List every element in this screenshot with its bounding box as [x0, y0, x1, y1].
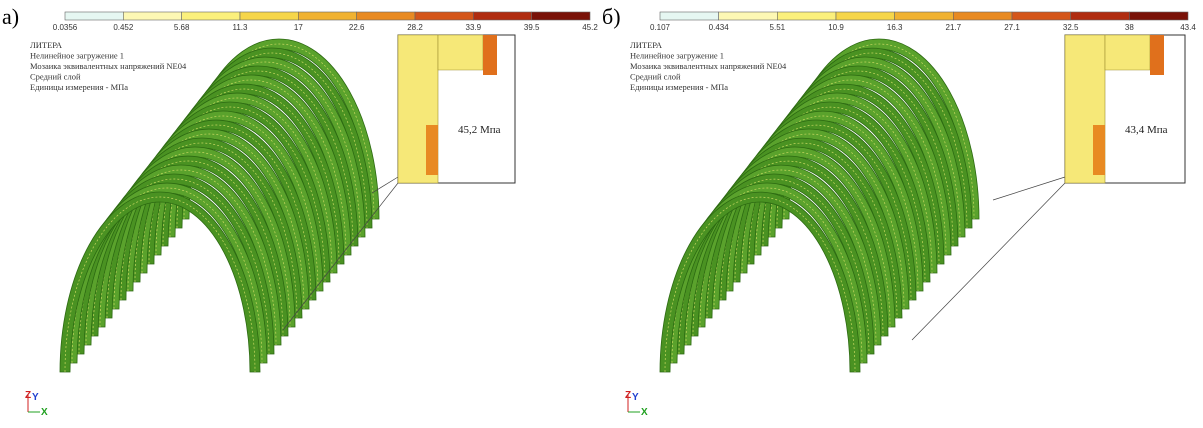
legend-tick-label: 43.4 — [1180, 23, 1196, 32]
legend-swatch — [65, 12, 123, 20]
legend-swatch — [298, 12, 356, 20]
legend-tick-label: 5.68 — [174, 23, 190, 32]
panel: б) 0.107 0.434 5.51 10.9 16.3 21.7 27.1 32.5 38 43… — [602, 4, 1196, 418]
axis-z: Z — [25, 390, 31, 401]
info-line: Единицы измерения - МПа — [30, 82, 128, 92]
inset-detail — [438, 35, 483, 70]
legend-swatch — [182, 12, 240, 20]
info-line: Нелинейное загружение 1 — [630, 51, 724, 61]
inset-detail — [1150, 35, 1164, 75]
legend-tick-label: 27.1 — [1004, 23, 1020, 32]
info-line: Мозаика эквивалентных напряжений NE04 — [30, 61, 187, 71]
legend-swatch — [240, 12, 298, 20]
legend-swatch — [1129, 12, 1188, 20]
info-line: Единицы измерения - МПа — [630, 82, 728, 92]
legend-tick-label: 11.3 — [233, 23, 249, 32]
legend-tick-label: 22.6 — [349, 23, 365, 32]
legend-swatch — [1071, 12, 1130, 20]
legend-tick-label: 28.2 — [407, 23, 423, 32]
axis-z: Z — [625, 390, 631, 401]
inset-detail — [1093, 125, 1105, 175]
legend-swatch — [1012, 12, 1071, 20]
info-line: Средний слой — [630, 72, 681, 82]
inset-detail — [426, 125, 438, 175]
axis-x: X — [641, 407, 648, 418]
axis-x: X — [41, 407, 48, 418]
inset-detail — [483, 35, 497, 75]
info-line: Мозаика эквивалентных напряжений NE04 — [630, 61, 787, 71]
legend-swatch — [532, 12, 590, 20]
legend-tick-label: 17 — [294, 23, 303, 32]
leader-line — [993, 177, 1065, 200]
legend-tick-label: 39.5 — [524, 23, 540, 32]
legend-tick-label: 0.434 — [709, 23, 730, 32]
legend-tick-label: 10.9 — [828, 23, 844, 32]
legend-swatch — [719, 12, 778, 20]
legend-swatch — [473, 12, 531, 20]
panel-label: а) — [2, 4, 19, 29]
callout-text: 45,2 Мпа — [458, 124, 501, 136]
info-line: Нелинейное загружение 1 — [30, 51, 124, 61]
legend-swatch — [660, 12, 719, 20]
axis-y: Y — [632, 392, 639, 403]
legend-swatch — [836, 12, 895, 20]
legend-tick-label: 0.107 — [650, 23, 671, 32]
legend-swatch — [415, 12, 473, 20]
legend-swatch — [777, 12, 836, 20]
legend-tick-label: 21.7 — [946, 23, 962, 32]
figure: а) 0.0356 0.452 5.68 11.3 17 22.6 28.2 33.9 39.5 4… — [0, 0, 1203, 428]
legend-tick-label: 32.5 — [1063, 23, 1079, 32]
axis-y: Y — [32, 392, 39, 403]
legend-swatch — [895, 12, 954, 20]
legend-tick-label: 0.452 — [113, 23, 134, 32]
info-line: Средний слой — [30, 72, 81, 82]
callout-text: 43,4 Мпа — [1125, 124, 1168, 136]
legend-tick-label: 45.2 — [582, 23, 598, 32]
legend-tick-label: 16.3 — [887, 23, 903, 32]
legend-tick-label: 38 — [1125, 23, 1134, 32]
panel-label: б) — [602, 4, 621, 29]
legend-tick-label: 33.9 — [466, 23, 482, 32]
legend-tick-label: 0.0356 — [53, 23, 78, 32]
legend-swatch — [357, 12, 415, 20]
legend-tick-label: 5.51 — [770, 23, 786, 32]
legend-swatch — [123, 12, 181, 20]
info-line: ЛИТЕРА — [630, 40, 663, 50]
inset-detail — [1105, 35, 1150, 70]
panel: а) 0.0356 0.452 5.68 11.3 17 22.6 28.2 33.9 39.5 4… — [2, 4, 598, 418]
info-line: ЛИТЕРА — [30, 40, 63, 50]
legend-swatch — [953, 12, 1012, 20]
